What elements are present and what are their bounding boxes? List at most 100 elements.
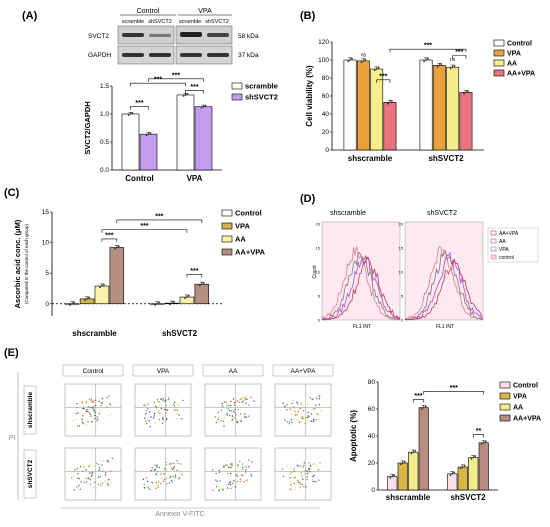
scatter-dot (83, 481, 86, 484)
scatter-dot (234, 408, 236, 411)
scatter-dot (143, 487, 145, 489)
scatter-dot (309, 397, 311, 399)
scatter-dot (234, 412, 237, 414)
scatter-dot (95, 420, 98, 422)
y-tick-label: 0 (45, 301, 49, 308)
scatter-dot (229, 481, 231, 484)
wb-band (180, 53, 202, 57)
scatter-dot (245, 466, 248, 468)
data-point (391, 475, 394, 478)
legend-label: Control (235, 209, 262, 218)
scatter-dot (231, 419, 233, 422)
scatter-dot (241, 474, 243, 476)
flow-xlabel: FL1 INT (353, 324, 371, 330)
scatter-dot (107, 479, 110, 481)
bar (109, 247, 125, 305)
flow-legend-swatch (490, 254, 497, 260)
scatter-row-header-box (23, 385, 37, 435)
scatter-dot (160, 473, 162, 475)
scatter-dot (307, 416, 309, 419)
scatter-dot (239, 413, 242, 415)
scatter-dot (171, 481, 173, 483)
scatter-dot (242, 463, 244, 465)
scatter-dot (90, 400, 92, 402)
scatter-dot (144, 417, 146, 419)
legend-label: VPA (507, 51, 521, 58)
scatter-dot (243, 481, 245, 483)
scatter-dot (176, 409, 179, 412)
scatter-dot (81, 417, 84, 420)
scatter-dot (253, 400, 255, 402)
scatter-dot (144, 414, 147, 416)
scatter-dot (227, 473, 229, 475)
scatter-dot (176, 469, 178, 471)
scatter-dot (229, 475, 231, 477)
scatter-dot (301, 404, 304, 406)
sig-bracket (130, 82, 186, 87)
scatter-dot (231, 410, 233, 412)
scatter-dot (308, 420, 310, 422)
scatter-dot (223, 401, 225, 403)
sig-label: *** (455, 49, 463, 56)
sig-label: *** (424, 43, 432, 50)
scatter-dot (250, 396, 252, 398)
scatter-dot (240, 420, 242, 423)
scatter-dot (222, 406, 224, 408)
scatter-dot (293, 419, 296, 421)
scatter-dot (145, 413, 147, 415)
scatter-dot (227, 487, 229, 489)
data-point (389, 101, 391, 104)
data-point (71, 302, 74, 305)
x-category-label: shscramble (348, 154, 393, 163)
scatter-dot (314, 396, 317, 398)
scatter-dot (165, 412, 167, 414)
data-point (463, 92, 465, 95)
data-point (451, 472, 454, 475)
wb-band (180, 32, 202, 37)
scatter-plot-frame (134, 383, 192, 437)
scatter-dot (232, 482, 234, 484)
scatter-dot (168, 482, 170, 484)
data-point (364, 58, 367, 61)
scatter-dot (307, 403, 309, 405)
sig-label: *** (379, 73, 387, 80)
scatter-dot (235, 474, 238, 476)
data-point (101, 285, 103, 287)
scatter-dot (92, 408, 94, 410)
scatter-dot (107, 415, 110, 417)
histogram-trace (321, 257, 401, 320)
scatter-dot (94, 417, 96, 420)
scatter-dot (106, 406, 108, 408)
wb-kda-gapdh: 37 kDa (238, 52, 259, 59)
scatter-dot (155, 405, 157, 407)
scatter-dot (245, 398, 247, 400)
sig-bracket (101, 238, 118, 242)
data-point (453, 65, 456, 67)
scatter-dot (87, 421, 89, 423)
scatter-dot (318, 403, 321, 406)
scatter-dot (302, 466, 304, 468)
chart-e: 0 20 40 60 80 Apoptotic (%) shscramble shSVCT2 C… (349, 379, 541, 502)
scatter-dot (163, 421, 165, 423)
scatter-dot (315, 404, 317, 406)
scatter-dot (318, 419, 320, 421)
scatter-dot (72, 420, 75, 422)
scatter-dot (111, 457, 114, 460)
data-point (424, 405, 427, 408)
bar (121, 113, 140, 171)
data-point (410, 452, 413, 455)
data-point (156, 302, 159, 305)
scatter-dot (164, 400, 166, 403)
scatter-dot (236, 400, 239, 402)
scatter-dot (288, 421, 291, 423)
sig-label: ** (476, 428, 482, 435)
scatter-dot (248, 466, 250, 468)
scatter-dot (173, 405, 176, 407)
scatter-dot (246, 479, 249, 481)
y-axis-sublabel: (Compared to the control of each group) (24, 223, 29, 304)
data-point (86, 297, 88, 300)
legend-swatch (493, 69, 505, 77)
scatter-dot (79, 465, 82, 468)
scatter-dot (82, 415, 84, 417)
scatter-dot (173, 401, 176, 404)
